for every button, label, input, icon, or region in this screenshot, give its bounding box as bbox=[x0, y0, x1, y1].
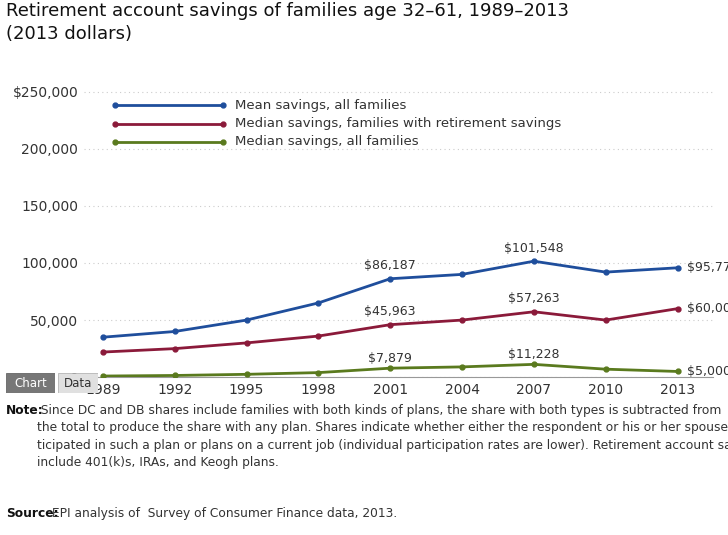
Text: $86,187: $86,187 bbox=[364, 259, 416, 272]
Text: $5,000: $5,000 bbox=[687, 365, 728, 378]
Text: Note:: Note: bbox=[6, 404, 44, 417]
Text: Chart: Chart bbox=[15, 377, 47, 389]
Text: $57,263: $57,263 bbox=[508, 293, 560, 305]
Text: Since DC and DB shares include families with both kinds of plans, the share with: Since DC and DB shares include families … bbox=[37, 404, 728, 469]
Text: $11,228: $11,228 bbox=[508, 348, 560, 362]
Text: $95,776: $95,776 bbox=[687, 261, 728, 274]
Text: $60,000: $60,000 bbox=[687, 302, 728, 315]
Text: $45,963: $45,963 bbox=[365, 305, 416, 318]
Text: $7,879: $7,879 bbox=[368, 353, 412, 365]
Text: Source:: Source: bbox=[6, 507, 58, 520]
Text: Mean savings, all families: Mean savings, all families bbox=[234, 99, 406, 112]
Text: Retirement account savings of families age 32–61, 1989–2013
(2013 dollars): Retirement account savings of families a… bbox=[6, 2, 569, 42]
Text: Median savings, all families: Median savings, all families bbox=[234, 135, 418, 148]
Text: Median savings, families with retirement savings: Median savings, families with retirement… bbox=[234, 117, 561, 130]
Text: EPI analysis of  Survey of Consumer Finance data, 2013.: EPI analysis of Survey of Consumer Finan… bbox=[48, 507, 397, 520]
Text: Data: Data bbox=[64, 377, 92, 389]
Text: $101,548: $101,548 bbox=[504, 242, 563, 255]
